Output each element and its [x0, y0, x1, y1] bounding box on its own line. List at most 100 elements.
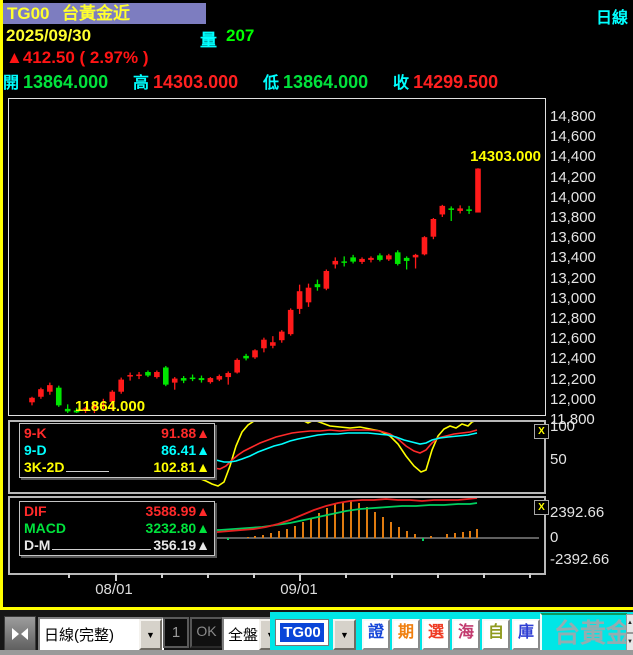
price-axis-label: 13,400 [550, 249, 596, 267]
kd-tick-50: 50 [550, 451, 567, 468]
symbol-display-panel: 台黃金 [540, 613, 627, 652]
macd-tick-min: -2392.66 [550, 551, 610, 568]
market-button-5[interactable]: 自 [482, 619, 510, 650]
dm-label: D-M [24, 537, 51, 553]
price-axis-label: 13,800 [550, 209, 596, 226]
kd-k-label: 9-K [24, 425, 47, 441]
axis-tick [345, 573, 347, 578]
axis-tick [299, 573, 301, 581]
price-axis-label: 14,600 [550, 128, 596, 146]
symbol-input[interactable]: TG00 [275, 619, 329, 646]
spinner-control[interactable]: ▲ ▼ [626, 614, 633, 652]
window-border-left [0, 0, 3, 610]
spinner-up-icon[interactable]: ▲ [626, 614, 633, 633]
macd-label: MACD [24, 520, 66, 536]
symbol-display-name: 台黃金 [554, 618, 627, 648]
price-axis-label: 13,600 [550, 229, 596, 247]
kd-tick-100: 100 [550, 418, 576, 435]
count-input[interactable]: 1 [163, 617, 189, 648]
kd-d-value: 86.41▲ [161, 442, 210, 458]
title-highlight [3, 3, 206, 24]
kd-3k2d-label: 3K-2D [24, 459, 65, 475]
price-axis-label: 12,600 [550, 330, 596, 348]
axis-tick [207, 573, 209, 578]
axis-tick [391, 573, 393, 578]
axis-label-september: 09/01 [280, 581, 318, 598]
date-label: 2025/09/30 [6, 26, 92, 45]
volume-label: 量 [200, 31, 217, 50]
kd-indicator-panel: 9-K 91.88▲ 9-D 86.41▲ 3K-2D 102.81▲ X [8, 420, 549, 494]
macd-close-icon[interactable]: X [534, 500, 549, 515]
period-dropdown-value: 日線(完整) [44, 627, 114, 644]
change-value: ▲412.50 ( 2.97% ) [6, 48, 149, 67]
market-button-3[interactable]: 選 [422, 619, 450, 650]
ok-button[interactable]: OK [190, 617, 223, 648]
dif-label: DIF [24, 503, 47, 519]
kd-3k2d-value: 102.81▲ [153, 459, 210, 475]
low-label: 低 [263, 75, 280, 92]
symbol-dropdown-arrow[interactable]: ▼ [333, 619, 356, 650]
axis-tick [253, 573, 255, 578]
price-axis-label: 14,400 [550, 148, 596, 166]
extreme-price-marker: 11864.000 [75, 398, 145, 413]
macd-indicator-panel: DIF 3588.99▲ MACD 3232.80▲ D-M 356.19▲ X [8, 496, 549, 575]
symbol-zone: TG00 ▼ 證期選海自庫 台黃金 ▲ ▼ [270, 612, 633, 652]
price-axis-label: 12,200 [550, 370, 596, 388]
candlestick-chart: 14303.000 11864.000 [8, 98, 546, 416]
time-axis [8, 573, 546, 581]
market-button-1[interactable]: 證 [362, 619, 390, 650]
dm-value: 356.19▲ [153, 537, 210, 553]
price-axis-label: 13,200 [550, 269, 596, 287]
macd-legend: DIF 3588.99▲ MACD 3232.80▲ D-M 356.19▲ [19, 501, 215, 556]
price-axis-label: 14,000 [550, 188, 596, 206]
volume-value: 207 [226, 26, 255, 45]
macd-tick-max: 2392.66 [550, 504, 605, 521]
price-axis-label: 11,800 [550, 411, 595, 428]
macd-value: 3232.80▲ [145, 520, 210, 536]
market-button-6[interactable]: 庫 [512, 619, 540, 650]
high-value: 14303.000 [153, 72, 239, 92]
dif-value: 3588.99▲ [145, 503, 210, 519]
kd-legend: 9-K 91.88▲ 9-D 86.41▲ 3K-2D 102.81▲ [19, 423, 215, 478]
high-label: 高 [133, 75, 150, 92]
price-axis-label: 12,800 [550, 310, 596, 327]
extreme-price-marker: 14303.000 [470, 148, 541, 165]
macd-tick-zero: 0 [550, 529, 559, 546]
close-value: 14299.500 [413, 72, 499, 92]
price-axis-label: 14,800 [550, 108, 596, 125]
axis-tick [115, 573, 117, 581]
window-border-bottom [0, 607, 633, 610]
price-axis-label: 12,000 [550, 390, 596, 408]
chevron-down-icon[interactable]: ▼ [139, 619, 162, 650]
kd-d-label: 9-D [24, 442, 47, 458]
symbol-name: 台黃金近 [62, 4, 130, 23]
open-value: 13864.000 [23, 72, 109, 92]
market-button-4[interactable]: 海 [452, 619, 480, 650]
axis-tick [437, 573, 439, 578]
symbol-code: TG00 [7, 4, 50, 23]
kd-close-icon[interactable]: X [534, 424, 549, 439]
symbol-input-value: TG00 [280, 623, 324, 642]
status-strip [0, 650, 633, 655]
axis-tick [161, 573, 163, 578]
axis-tick [529, 573, 531, 578]
axis-tick [483, 573, 485, 578]
close-label: 收 [393, 75, 410, 92]
bowtie-icon [12, 627, 28, 640]
scope-dropdown-value: 全盤 [228, 627, 259, 644]
open-label: 開 [3, 75, 20, 92]
market-button-2[interactable]: 期 [392, 619, 420, 650]
kd-k-value: 91.88▲ [161, 425, 210, 441]
price-axis-label: 14,200 [550, 168, 596, 186]
period-label: 日線 [596, 10, 629, 27]
low-value: 13864.000 [283, 72, 369, 92]
axis-tick [68, 573, 70, 578]
ohlc-row: 開 13864.000 高 14303.000 低 13864.000 收 14… [3, 69, 543, 92]
period-dropdown[interactable]: 日線(完整) ▼ [38, 617, 164, 652]
price-axis-label: 13,000 [550, 289, 596, 307]
axis-label-august: 08/01 [95, 581, 133, 598]
collapse-button[interactable] [4, 616, 36, 651]
price-axis-label: 12,400 [550, 350, 596, 368]
